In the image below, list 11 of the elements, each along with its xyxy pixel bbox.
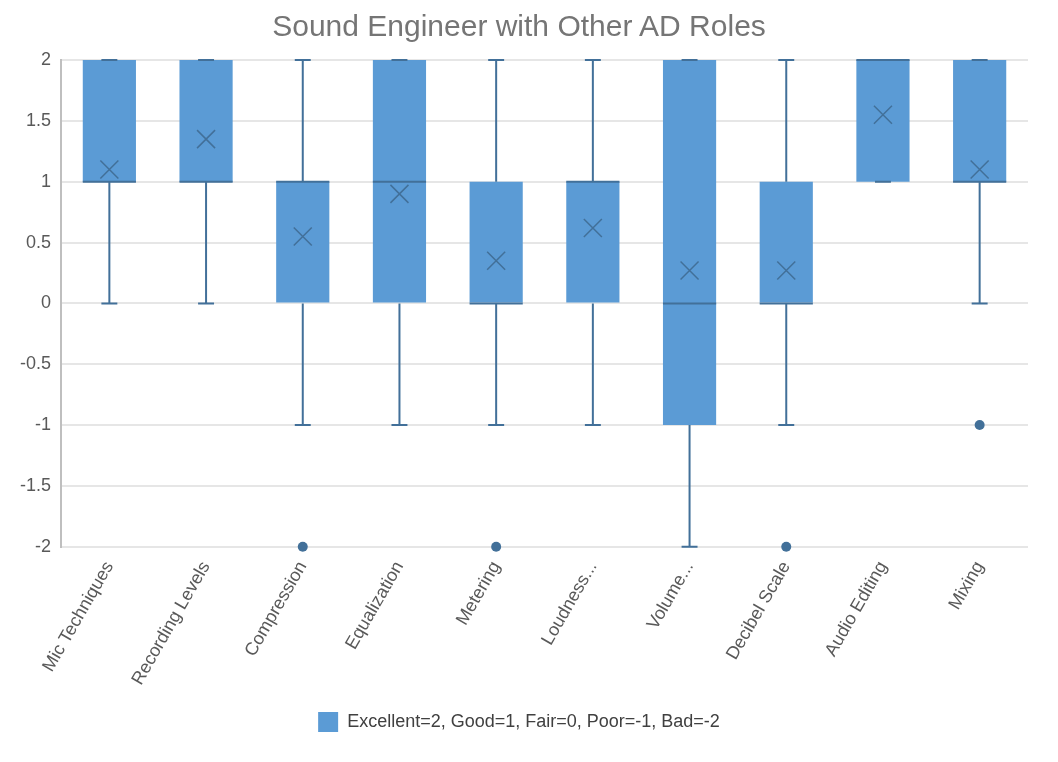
y-tick-label: -0.5: [19, 353, 52, 374]
y-tick-label: -1.5: [19, 474, 52, 495]
legend-label: Excellent=2, Good=1, Fair=0, Poor=-1, Bad=-2: [347, 710, 720, 731]
y-tick-label: 1.5: [25, 109, 52, 130]
y-tick-label: -2: [35, 535, 52, 556]
y-tick-label: 0.5: [25, 231, 52, 252]
y-tick-label: 0: [41, 292, 52, 313]
y-tick-label: 2: [41, 48, 52, 69]
chart-title: Sound Engineer with Other AD Roles: [272, 9, 766, 43]
y-tick-label: 1: [41, 170, 52, 191]
y-tick-label: -1: [35, 414, 52, 435]
